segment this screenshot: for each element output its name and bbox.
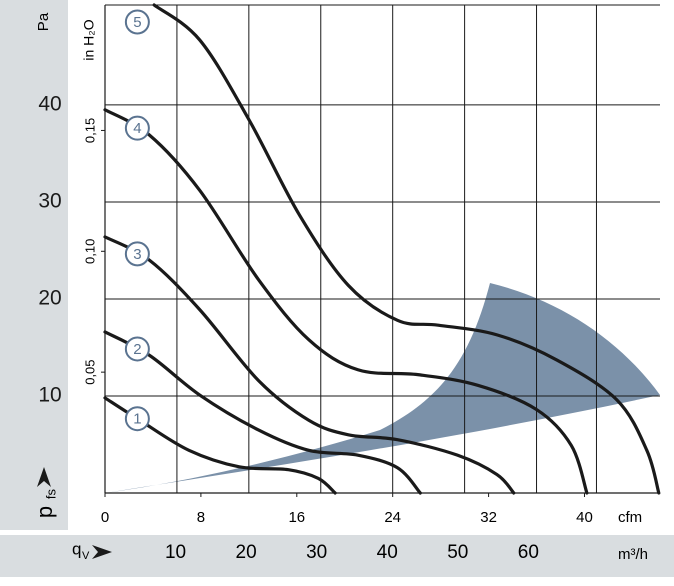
fan-curve — [152, 3, 661, 495]
x2-tick-label: 20 — [236, 542, 257, 563]
x-tick-label: 32 — [480, 509, 497, 526]
y2-axis-label: in H₂O — [81, 19, 97, 60]
y-symbol: p — [32, 506, 57, 518]
y-axis-label: Pa — [35, 12, 52, 31]
x2-tick-label: 30 — [306, 542, 327, 563]
curve-label: 1 — [133, 411, 141, 428]
y-tick-label: 20 — [38, 287, 61, 310]
y-tick-label: 10 — [38, 384, 61, 407]
x2-tick-label: 50 — [447, 542, 468, 563]
arrow — [37, 467, 51, 487]
curve-badge — [124, 9, 150, 35]
curve-label: 4 — [133, 120, 141, 137]
curve-label: 5 — [133, 14, 141, 31]
x-tick-label: 24 — [384, 509, 401, 526]
x-tick-label: 0 — [101, 509, 109, 526]
arrow — [92, 545, 112, 559]
y-tick-label: 40 — [38, 92, 61, 115]
curve-badge — [124, 115, 150, 141]
curve-badge — [124, 406, 150, 432]
left-panel — [0, 0, 68, 530]
operating-region — [105, 283, 660, 493]
x2-axis-label: m³/h — [618, 546, 648, 563]
y-tick-label: 30 — [38, 189, 61, 212]
fan-curve — [103, 235, 516, 495]
y2-tick-label: 0,15 — [82, 118, 97, 143]
x2-tick-label: 10 — [165, 542, 186, 563]
curve-label: 3 — [133, 246, 141, 263]
x2-symbol-sub: V — [82, 550, 90, 562]
y2-tick-label: 0,05 — [82, 359, 97, 384]
bottom-panel — [0, 535, 674, 577]
curve-badge — [124, 336, 150, 362]
curve-label: 2 — [133, 341, 141, 358]
x2-tick-label: 60 — [518, 542, 539, 563]
x-tick-label: 8 — [197, 509, 205, 526]
y-symbol-sub: fs — [43, 488, 58, 499]
x-axis-label: cfm — [618, 509, 642, 526]
curve-badge — [124, 241, 150, 267]
fan-curve — [103, 330, 422, 495]
x2-symbol: q — [72, 539, 81, 558]
x2-tick-label: 40 — [377, 542, 398, 563]
fan-curve — [103, 108, 589, 495]
x-tick-label: 40 — [576, 509, 593, 526]
x-tick-label: 16 — [288, 509, 305, 526]
y2-tick-label: 0,10 — [82, 239, 97, 264]
